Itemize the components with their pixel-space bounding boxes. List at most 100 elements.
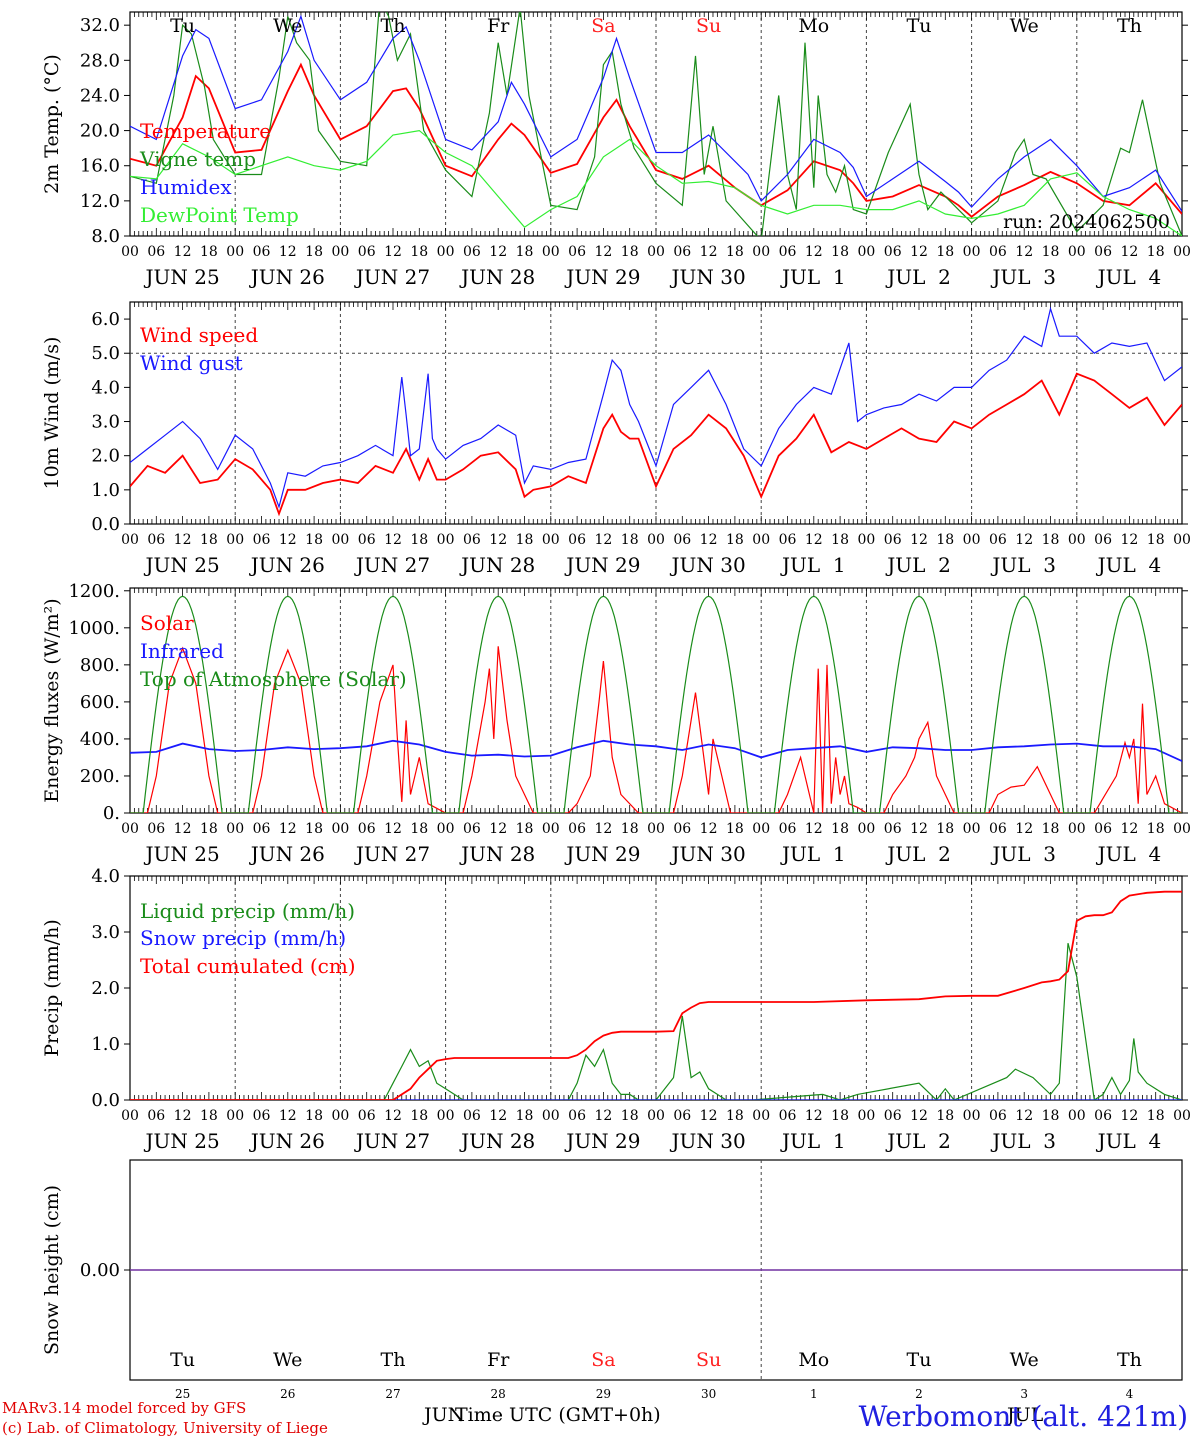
temperature-panel <box>124 11 1188 237</box>
hour-tick-label: 00 <box>647 821 665 837</box>
hour-tick-label: 12 <box>700 532 718 548</box>
hour-tick-label: 12 <box>489 532 507 548</box>
hour-tick-label: 06 <box>358 532 376 548</box>
hour-tick-label: 12 <box>594 1108 612 1124</box>
hour-tick-label: 00 <box>647 1108 665 1124</box>
hour-tick-label: 06 <box>779 821 797 837</box>
series-line-temperature <box>130 62 1182 218</box>
day-name-label: Mo <box>798 1349 829 1371</box>
hour-tick-label: 12 <box>1015 532 1033 548</box>
legend-entry: Wind gust <box>140 351 243 375</box>
hour-tick-label: 00 <box>437 532 455 548</box>
y-tick-label: 6.0 <box>91 309 120 330</box>
hour-tick-label: 12 <box>489 244 507 260</box>
hour-tick-label: 06 <box>779 532 797 548</box>
hour-tick-label: 06 <box>147 821 165 837</box>
hour-tick-label: 18 <box>726 1108 744 1124</box>
date-label: JUN 27 <box>354 842 430 866</box>
day-number-label: 30 <box>701 1387 716 1401</box>
hour-tick-label: 06 <box>673 532 691 548</box>
hour-tick-label: 00 <box>647 244 665 260</box>
energy-frame <box>129 587 1183 814</box>
hour-tick-label: 12 <box>1015 1108 1033 1124</box>
hour-tick-label: 18 <box>516 244 534 260</box>
legend-entry: Liquid precip (mm/h) <box>140 899 355 923</box>
series-line-vigne-temp <box>130 12 1182 236</box>
legend-entry: DewPoint Temp <box>140 203 299 227</box>
series-line-total-cumulated-cm- <box>130 890 1182 1100</box>
hour-tick-label: 00 <box>963 1108 981 1124</box>
hour-tick-label: 00 <box>121 244 139 260</box>
station-label: Werbomont (alt. 421m) <box>858 1400 1188 1433</box>
hour-tick-label: 06 <box>463 244 481 260</box>
hour-tick-label: 06 <box>463 821 481 837</box>
hour-tick-label: 00 <box>121 532 139 548</box>
hour-tick-label: 12 <box>1120 244 1138 260</box>
hour-tick-label: 18 <box>831 1108 849 1124</box>
hour-tick-label: 18 <box>516 1108 534 1124</box>
date-label: JUL 1 <box>780 553 846 577</box>
hour-tick-label: 06 <box>358 821 376 837</box>
legend-entry: Total cumulated (cm) <box>140 954 356 978</box>
y-tick-label: 8.0 <box>91 226 120 247</box>
hour-tick-label: 18 <box>1147 244 1165 260</box>
hour-tick-label: 00 <box>121 821 139 837</box>
hour-tick-label: 00 <box>1173 821 1191 837</box>
hour-tick-label: 18 <box>410 821 428 837</box>
day-name-label: Su <box>696 15 721 37</box>
legend-entry: Vigne temp <box>139 147 256 171</box>
day-name-label: We <box>1010 1349 1039 1371</box>
hour-tick-label: 12 <box>910 1108 928 1124</box>
day-name-label: Fr <box>487 1349 510 1371</box>
hour-tick-label: 06 <box>673 244 691 260</box>
hour-tick-label: 06 <box>358 1108 376 1124</box>
month-label-jun: JUN <box>424 1404 465 1426</box>
hour-tick-label: 00 <box>963 532 981 548</box>
hour-tick-label: 00 <box>226 1108 244 1124</box>
date-label: JUN 28 <box>459 842 535 866</box>
hour-tick-label: 18 <box>410 244 428 260</box>
hour-tick-label: 00 <box>1068 1108 1086 1124</box>
hour-tick-label: 00 <box>647 532 665 548</box>
hour-tick-label: 06 <box>147 244 165 260</box>
hour-tick-label: 00 <box>226 532 244 548</box>
hour-tick-label: 18 <box>1042 1108 1060 1124</box>
date-label: JUL 2 <box>885 265 951 289</box>
y-tick-label: 3.0 <box>91 922 120 943</box>
hour-tick-label: 00 <box>1068 532 1086 548</box>
date-label: JUN 25 <box>144 553 220 577</box>
day-number-label: 1 <box>810 1387 818 1401</box>
legend-entry: Temperature <box>140 119 271 143</box>
hour-tick-label: 00 <box>437 821 455 837</box>
hour-tick-label: 00 <box>331 1108 349 1124</box>
series-line-humidex <box>130 14 1182 212</box>
y-tick-label: 0.0 <box>91 514 120 535</box>
y-tick-label: 400. <box>80 729 120 750</box>
y-tick-label: 4.0 <box>91 866 120 887</box>
hour-tick-label: 12 <box>910 532 928 548</box>
series-line-wind-speed <box>130 372 1182 517</box>
hour-tick-label: 18 <box>621 1108 639 1124</box>
month-label-jul: JUL <box>1007 1404 1044 1426</box>
energy-panel <box>124 587 1188 814</box>
hour-tick-label: 06 <box>463 1108 481 1124</box>
hour-tick-label: 12 <box>1120 821 1138 837</box>
date-label: JUN 29 <box>564 842 640 866</box>
hour-tick-label: 12 <box>700 244 718 260</box>
hour-tick-label: 18 <box>726 821 744 837</box>
hour-tick-label: 18 <box>621 821 639 837</box>
hour-tick-label: 00 <box>226 244 244 260</box>
lab-credit-line: (c) Lab. of Climatology, University of L… <box>2 1419 328 1437</box>
precip-panel <box>124 875 1188 1101</box>
date-label: JUL 2 <box>885 553 951 577</box>
hour-tick-label: 18 <box>410 1108 428 1124</box>
hour-tick-label: 06 <box>358 244 376 260</box>
hour-tick-label: 12 <box>489 821 507 837</box>
hour-tick-label: 12 <box>805 1108 823 1124</box>
date-label: JUN 29 <box>564 553 640 577</box>
hour-tick-label: 18 <box>410 532 428 548</box>
hour-tick-label: 06 <box>989 532 1007 548</box>
day-number-label: 28 <box>491 1387 506 1401</box>
day-name-label: Su <box>696 1349 721 1371</box>
legend-entry: Snow precip (mm/h) <box>140 926 346 950</box>
